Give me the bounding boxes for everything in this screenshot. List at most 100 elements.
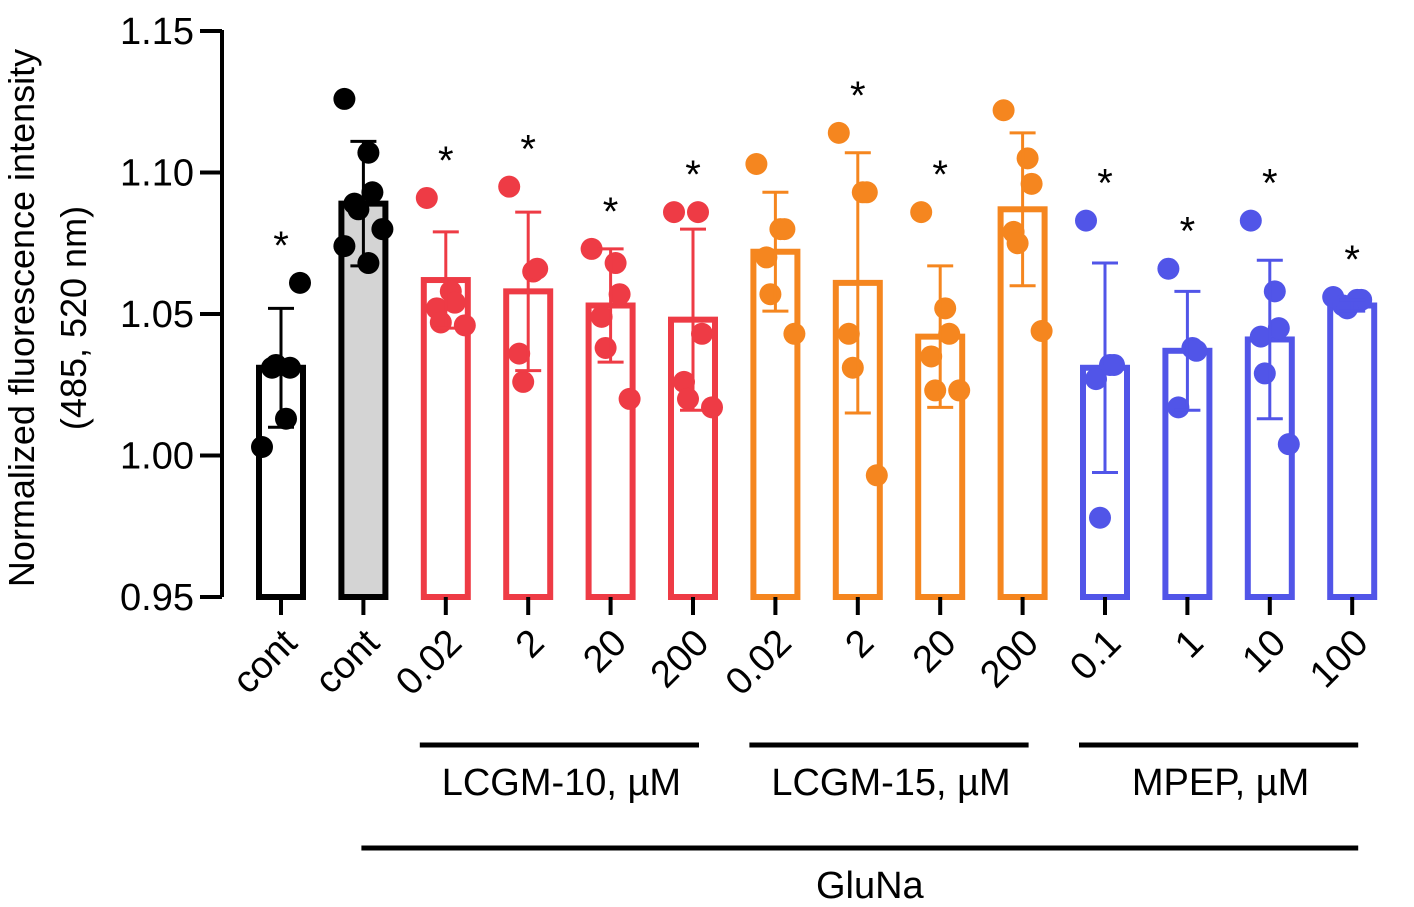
data-point [837,322,860,345]
bar-group: * [498,128,554,600]
data-point [924,379,947,402]
data-point [333,87,356,110]
x-category-label: 200 [643,622,718,697]
data-point [1006,232,1029,255]
bar-group: * [251,224,311,600]
data-point [691,322,713,345]
data-point [1185,339,1208,362]
data-point [453,314,476,337]
significance-star: * [520,128,536,172]
x-category-label: 2 [838,622,883,667]
y-tick-label: 0.95 [120,577,194,619]
x-labels-layer: cont cont 0.02 2 20 200 0.02 2 20 200 0.1 1 10 100 [225,597,1377,704]
bars-layer: * * * * * * * * * * * [251,74,1378,601]
data-point [357,252,380,275]
data-point [415,186,438,209]
data-point [1075,209,1097,232]
bar-group [745,153,806,601]
x-category-label: 2 [508,622,553,667]
bar-group: * [827,74,888,600]
x-category-label: 20 [905,622,965,682]
data-point [443,291,466,314]
data-point [910,201,933,224]
y-tick-label: 1.05 [120,294,194,336]
data-point [357,141,380,164]
data-point [1167,396,1190,419]
x-category-label: cont [307,621,388,702]
significance-star: * [1262,162,1278,206]
data-point [594,336,617,359]
data-point [361,181,384,204]
data-point [526,257,549,280]
data-point [1277,433,1300,456]
data-point [251,436,273,459]
significance-star: * [850,74,866,118]
bar-group: * [415,139,476,600]
data-point [429,311,452,334]
treatment-label: GluNa [816,865,925,907]
data-point [745,153,768,176]
bar-group [333,87,394,600]
data-point [1263,280,1286,303]
data-point [677,387,699,410]
data-point [1030,319,1053,342]
data-point [1085,368,1107,391]
bar-group: * [910,153,971,600]
y-tick-label: 1.10 [120,153,194,195]
group-brackets-layer: LCGM-10, µM LCGM-15, µM MPEP, µM GluNa [361,742,1359,907]
data-point [865,464,888,487]
significance-star: * [438,139,454,183]
data-point [855,181,878,204]
data-point [920,345,943,368]
group-label: LCGM-10, µM [442,762,681,804]
group-label: MPEP, µM [1132,762,1309,804]
significance-star: * [603,190,619,234]
data-point [371,218,394,241]
data-point [289,271,311,294]
x-category-label: 1 [1167,622,1212,667]
data-point [1016,147,1039,170]
y-tick-label: 1.00 [120,436,194,478]
data-point [498,175,521,198]
data-point [590,305,613,328]
data-point [618,387,641,410]
bar [1327,302,1378,600]
data-point [938,322,961,345]
significance-star: * [1344,238,1360,282]
significance-star: * [273,224,289,268]
data-point [608,283,631,306]
data-point [827,121,850,144]
significance-star: * [932,153,948,197]
y-axis-label-line1: Normalized fluorescence intensity [1,49,42,587]
x-category-label: 20 [575,622,635,682]
x-category-label: 200 [972,622,1047,697]
data-point [1249,325,1272,348]
data-point [992,99,1015,122]
data-point [1157,257,1180,280]
significance-star: * [685,153,701,197]
significance-star: * [1180,210,1196,254]
x-category-label: 100 [1302,622,1377,697]
data-point [347,198,370,221]
x-category-label: 0.02 [718,622,800,704]
bar-group: * [663,153,723,600]
data-point [508,342,531,365]
data-point [673,370,695,393]
data-point [934,297,957,320]
data-point [512,370,535,393]
data-point [755,246,778,269]
x-category-label: 0.1 [1062,622,1129,689]
bar-group: * [1322,238,1378,600]
group-label: LCGM-15, µM [771,762,1010,804]
y-axis-label-line2: (485, 520 nm) [53,206,94,430]
data-point [663,201,685,224]
data-point [333,235,356,258]
data-point [265,353,287,376]
data-point [701,396,723,419]
data-point [1239,209,1262,232]
data-point [841,356,864,379]
data-point [1089,506,1111,529]
bar-group: * [580,190,641,600]
significance-star: * [1097,162,1113,206]
